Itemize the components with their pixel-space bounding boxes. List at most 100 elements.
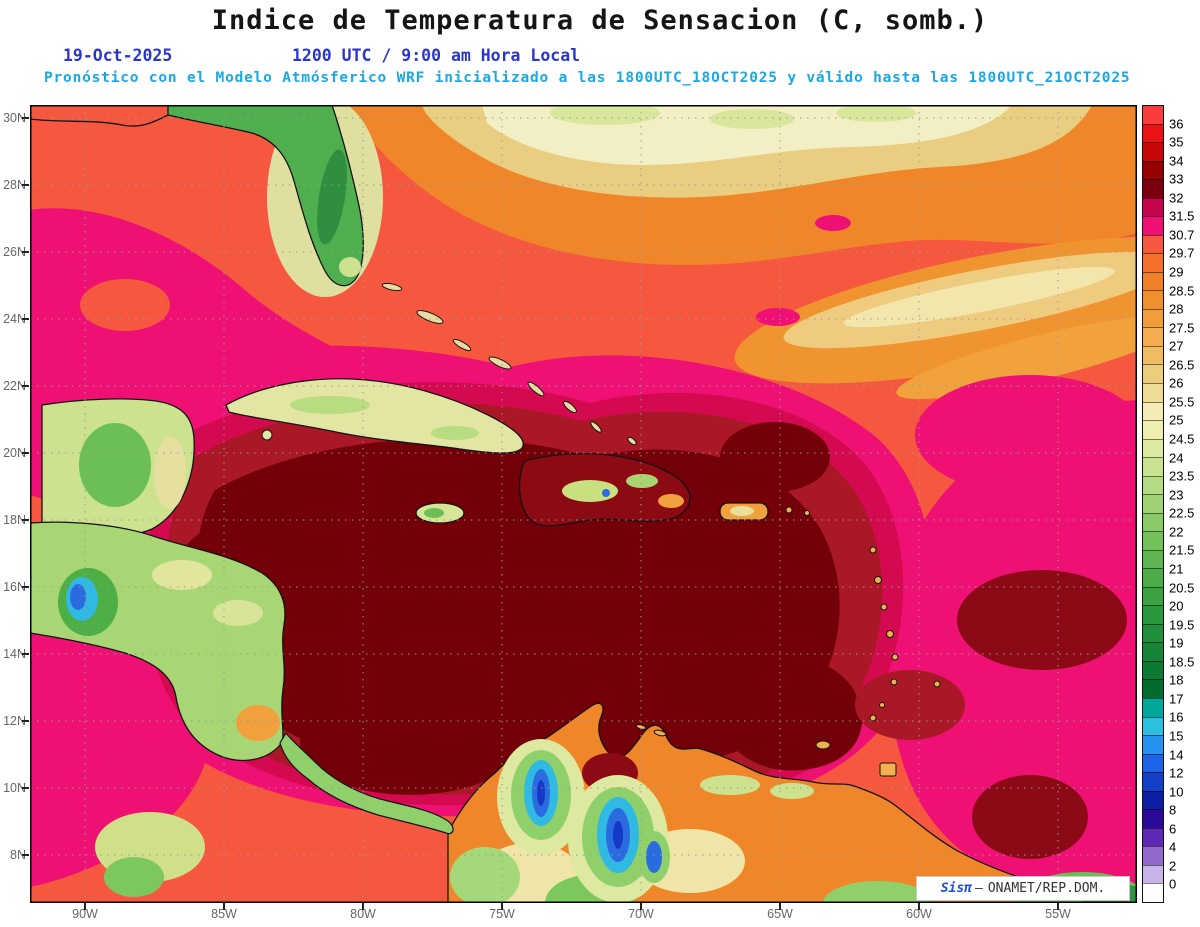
lat-tick-mark [22, 653, 29, 655]
lat-tick-mark [22, 519, 29, 521]
lat-tick-mark [22, 787, 29, 789]
colorbar-segment [1143, 827, 1163, 847]
hottest-core [196, 438, 840, 767]
colorbar-segment [1143, 679, 1163, 698]
lon-tick-mark [640, 903, 642, 910]
lat-tick-label: 20N [3, 446, 26, 460]
grid-lines [30, 105, 1137, 903]
colorbar-label: 29.7 [1169, 245, 1195, 261]
colorbar-label: 27 [1169, 338, 1184, 354]
colorbar-label: 19.5 [1169, 617, 1195, 633]
colorbar-label: 6 [1169, 821, 1177, 837]
colorbar-label: 22 [1169, 524, 1184, 540]
colorbar-segment [1143, 234, 1163, 254]
lat-tick-mark [22, 117, 29, 119]
lat-tick-label: 10N [3, 781, 26, 795]
colorbar-label: 27.5 [1169, 320, 1195, 336]
colorbar-segment [1143, 106, 1163, 124]
lat-tick-label: 8N [10, 848, 26, 862]
colorbar-label: 19 [1169, 635, 1184, 651]
colorbar-label: 0 [1169, 876, 1177, 892]
andes-cold-spots [497, 739, 670, 903]
colorbar-segment [1143, 327, 1163, 346]
lon-tick-mark [501, 903, 503, 910]
time-label: 1200 UTC / 9:00 am Hora Local [292, 46, 581, 65]
lat-tick-mark [22, 452, 29, 454]
lon-tick-label: 65W [767, 907, 793, 921]
lon-tick-mark [362, 903, 364, 910]
lon-tick-mark [918, 903, 920, 910]
colorbar-segment [1143, 790, 1163, 810]
colorbar-segment [1143, 475, 1163, 495]
colorbar-label: 25 [1169, 412, 1184, 428]
colorbar-label: 8 [1169, 802, 1177, 818]
colorbar-segment [1143, 494, 1163, 513]
colorbar-label: 18 [1169, 672, 1184, 688]
lat-tick-label: 14N [3, 647, 26, 661]
colorbar-label: 21 [1169, 561, 1184, 577]
colorbar-segment [1143, 160, 1163, 180]
colorbar-label: 24 [1169, 450, 1184, 466]
colorbar-label: 34 [1169, 153, 1184, 169]
colorbar-segment [1143, 846, 1163, 865]
colorbar-segment [1143, 345, 1163, 365]
colorbar-label: 17 [1169, 691, 1184, 707]
lon-tick-mark [1057, 903, 1059, 910]
colorbar-segment [1143, 772, 1163, 791]
colorbar-label: 16 [1169, 709, 1184, 725]
valid-time-line: 19-Oct-2025 1200 UTC / 9:00 am Hora Loca… [0, 46, 1200, 68]
colorbar-segment [1143, 568, 1163, 587]
lon-tick-label: 55W [1045, 907, 1071, 921]
colorbar-segment [1143, 660, 1163, 680]
colorbar-segment [1143, 308, 1163, 328]
colorbar-segment [1143, 809, 1163, 828]
lat-tick-mark [22, 586, 29, 588]
lon-tick-label: 80W [350, 907, 376, 921]
colorbar-label: 21.5 [1169, 542, 1195, 558]
colorbar-segment [1143, 549, 1163, 569]
colorbar-segment [1143, 512, 1163, 532]
colorbar-label: 33 [1169, 171, 1184, 187]
watermark-separator: – [975, 881, 983, 896]
colorbar-label: 36 [1169, 116, 1184, 132]
florida-land [167, 104, 364, 287]
plot-frame [30, 105, 1137, 903]
colorbar-label: 23.5 [1169, 468, 1195, 484]
colorbar-segment [1143, 290, 1163, 309]
lon-tick-label: 85W [211, 907, 237, 921]
lat-tick-label: 30N [3, 111, 26, 125]
colorbar-segment [1143, 438, 1163, 458]
panama-costa-rica-land [279, 731, 454, 835]
colorbar-label: 35 [1169, 134, 1184, 150]
colorbar-segment [1143, 605, 1163, 624]
lat-tick-label: 24N [3, 312, 26, 326]
forecast-line: Pronóstico con el Modelo Atmósferico WRF… [44, 70, 1131, 86]
lat-tick-label: 26N [3, 245, 26, 259]
colorbar-segment [1143, 401, 1163, 421]
colorbar-segment [1143, 753, 1163, 773]
colorbar-segment [1143, 216, 1163, 235]
lon-tick-mark [779, 903, 781, 910]
colorbar-label: 24.5 [1169, 431, 1195, 447]
lat-tick-label: 22N [3, 379, 26, 393]
colorbar-segment [1143, 716, 1163, 736]
colorbar-segment [1143, 735, 1163, 754]
colorbar-segment [1143, 457, 1163, 476]
colorbar-segment [1143, 179, 1163, 198]
colorbar-label: 4 [1169, 839, 1177, 855]
colorbar-label: 30.7 [1169, 227, 1195, 243]
lat-tick-mark [22, 385, 29, 387]
colorbar-label: 28 [1169, 301, 1184, 317]
colorbar-label: 20 [1169, 598, 1184, 614]
lon-tick-mark [84, 903, 86, 910]
temperature-colorbar [1142, 105, 1164, 903]
colorbar-segment [1143, 197, 1163, 217]
colorbar-label: 18.5 [1169, 654, 1195, 670]
lon-tick-label: 75W [489, 907, 515, 921]
lon-tick-mark [223, 903, 225, 910]
lesser-antilles-islands [635, 506, 941, 777]
watermark-box: Sisπ – ONAMET/REP.DOM. [916, 876, 1130, 901]
lon-tick-label: 70W [628, 907, 654, 921]
colorbar-segment [1143, 586, 1163, 606]
